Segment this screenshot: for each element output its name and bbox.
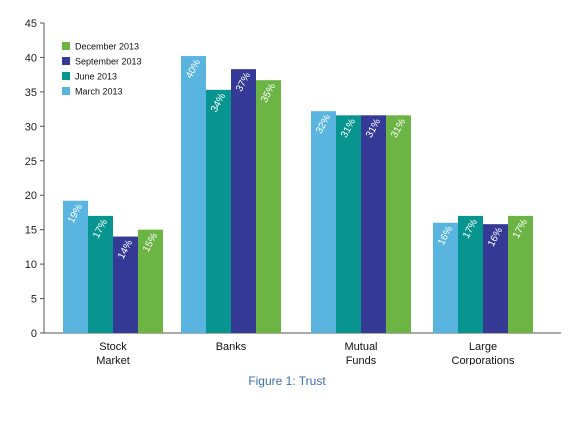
bar [88,215,113,333]
category-label: Banks [216,341,247,353]
y-tick-label: 45 [25,18,37,30]
legend-label: December 2013 [75,42,139,52]
bar [361,115,386,333]
bar-chart-svg: 0 5 10 15 20 25 30 35 40 45 19%17%14% 15%40%34%37%… [25,18,561,365]
legend-swatch [62,72,70,80]
category-label: Large [469,341,497,353]
legend-label: September 2013 [75,57,142,67]
bar [508,215,533,333]
bar [458,215,483,333]
bar [483,224,508,333]
y-tick-label: 15 [25,225,37,237]
y-tick-label: 40 [25,52,37,64]
y-tick-label: 35 [25,87,37,99]
legend: December 2013 September 2013 June 2013 Marc… [62,42,142,97]
category-label: Stock [99,341,127,353]
y-tick-label: 25 [25,156,37,168]
bar [311,111,336,333]
bar [63,200,88,333]
bar [231,69,256,334]
bars-group: 19%17%14% 15%40%34%37% 35%32% 31% 31% 31%16% 1… [63,56,533,334]
legend-swatch [62,87,70,95]
y-tick-label: 30 [25,121,37,133]
category-label: Mutual [344,341,377,353]
category-label: Corporations [452,355,515,365]
bar [386,115,411,333]
y-tick-label: 10 [25,259,37,271]
legend-label: June 2013 [75,72,117,82]
bar [336,115,361,333]
bar [113,236,138,333]
category-label: Market [96,355,130,365]
chart-title: Figure 1: Trust [248,374,326,388]
legend-label: March 2013 [75,87,123,97]
legend-swatch [62,42,70,50]
bar [206,89,231,333]
category-labels: Stock Market Banks Mutual Funds Large Corporat… [96,341,515,365]
bar [256,80,281,333]
y-tick-label: 0 [31,328,37,340]
y-tick-label: 20 [25,190,37,202]
bar [433,222,458,333]
legend-swatch [62,57,70,65]
category-label: Funds [346,355,377,365]
bar [181,56,206,334]
y-tick-label: 5 [31,294,37,306]
bar [138,229,163,333]
